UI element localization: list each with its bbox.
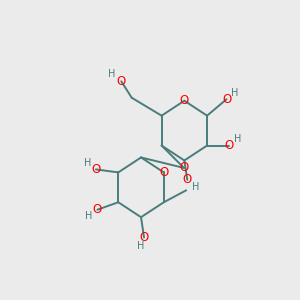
Text: H: H <box>85 211 93 221</box>
Text: O: O <box>93 203 102 216</box>
Text: O: O <box>140 231 149 244</box>
Text: O: O <box>225 139 234 152</box>
Text: O: O <box>180 94 189 107</box>
Text: H: H <box>137 242 145 251</box>
Text: H: H <box>84 158 91 168</box>
Text: O: O <box>117 75 126 88</box>
Text: O: O <box>91 163 101 176</box>
Text: O: O <box>222 93 231 106</box>
Text: H: H <box>234 134 242 144</box>
Text: H: H <box>108 69 116 79</box>
Text: H: H <box>231 88 239 98</box>
Text: O: O <box>159 166 168 179</box>
Text: O: O <box>179 161 189 174</box>
Text: H: H <box>192 182 200 192</box>
Text: O: O <box>183 173 192 186</box>
